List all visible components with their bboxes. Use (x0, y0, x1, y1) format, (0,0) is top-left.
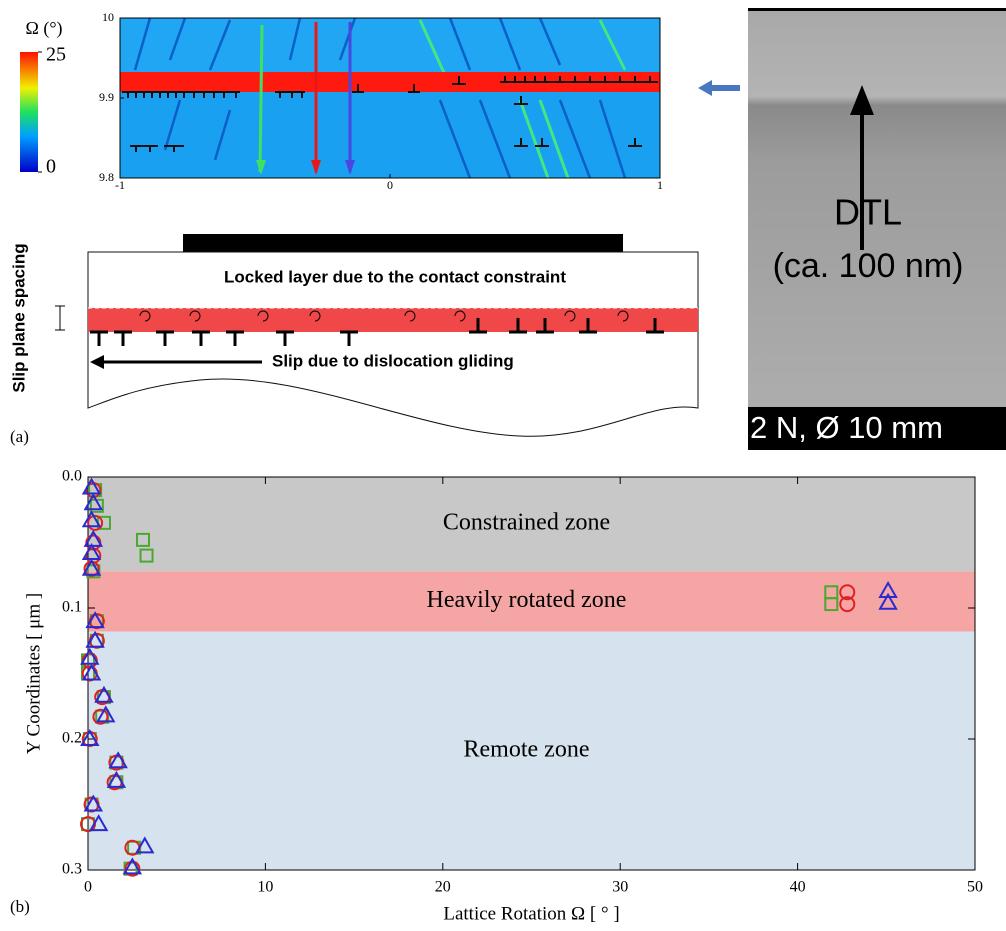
colorbar-tick-label: 25 (46, 44, 66, 66)
x-tick-label: 0 (84, 879, 92, 896)
tem-label: DTL (834, 192, 902, 233)
y-tick-label: 0.1 (62, 599, 82, 616)
colorbar-tick-label: 0 (46, 156, 56, 178)
square-marker (135, 532, 150, 547)
zone-label: Constrained zone (443, 510, 610, 536)
circle-marker (92, 708, 109, 725)
y-tick-label: 0.2 (62, 730, 82, 747)
zone (88, 631, 975, 870)
locked-label: Locked layer due to the contact constrai… (224, 267, 566, 286)
x-tick-label: 1 (657, 178, 663, 192)
triangle-marker (81, 510, 102, 528)
x-tick-label: 0 (387, 178, 393, 192)
square-marker (139, 548, 154, 563)
square-marker (824, 597, 839, 612)
triangle-marker (81, 558, 102, 576)
triangle-marker (122, 857, 143, 875)
y-tick-label: 0.3 (62, 861, 82, 878)
y-tick-label: 10 (102, 10, 114, 24)
triangle-marker (83, 529, 104, 547)
circle-marker (839, 584, 856, 601)
plot-frame (119, 17, 661, 179)
y-tick-label: 9.9 (99, 90, 114, 104)
schematic: Slip plane spacing Locked layer due to t… (9, 234, 699, 437)
triangle-marker (135, 836, 155, 854)
x-tick-label: 20 (435, 879, 451, 896)
tem-image: DTL (ca. 100 nm) 2 N, Ø 10 mm (748, 8, 1006, 450)
panel-label: (b) (10, 897, 30, 916)
triangle-marker (878, 592, 898, 610)
x-axis-label: Lattice Rotation Ω [ ° ] (443, 903, 619, 924)
triangle-marker (83, 794, 104, 812)
zone (88, 477, 975, 572)
slip-label: Slip due to dislocation gliding (272, 351, 514, 370)
triangle-marker (85, 630, 105, 648)
x-tick-label: 30 (612, 879, 628, 896)
triangle-marker (94, 685, 114, 703)
triangle-marker (85, 611, 105, 629)
triangle-marker (88, 814, 109, 832)
circle-marker (839, 596, 856, 613)
triangle-marker (81, 477, 102, 495)
circle-marker (124, 860, 141, 877)
y-axis-label: Y Coordinates [ μm ] (23, 593, 44, 754)
triangle-marker (80, 647, 100, 665)
zone-label: Remote zone (464, 736, 590, 762)
triangle-marker (83, 493, 104, 511)
tem-caption: 2 N, Ø 10 mm (750, 410, 943, 445)
triangle-marker (96, 705, 116, 723)
triangle-marker (81, 663, 102, 681)
colorbar-label: Ω (°) (25, 18, 62, 39)
tem-size: (ca. 100 nm) (773, 247, 964, 285)
triangle-marker (80, 728, 100, 746)
schematic-y-label: Slip plane spacing (9, 243, 28, 392)
x-tick-label: 50 (967, 879, 983, 896)
y-tick-label: 9.8 (99, 170, 114, 184)
zone-label: Heavily rotated zone (427, 587, 627, 613)
colorbar (20, 52, 38, 172)
triangle-marker (106, 770, 127, 788)
triangle-marker (108, 751, 128, 769)
x-tick-label: 10 (257, 879, 273, 896)
x-tick-label: -1 (115, 178, 125, 192)
triangle-marker (878, 580, 898, 598)
heatmap-image (120, 17, 660, 179)
circle-marker (87, 514, 104, 531)
arrow (698, 80, 740, 96)
panel-label: (a) (10, 427, 29, 446)
y-tick-label: 0.0 (62, 468, 82, 485)
zone (88, 571, 975, 632)
x-tick-label: 40 (790, 879, 806, 896)
